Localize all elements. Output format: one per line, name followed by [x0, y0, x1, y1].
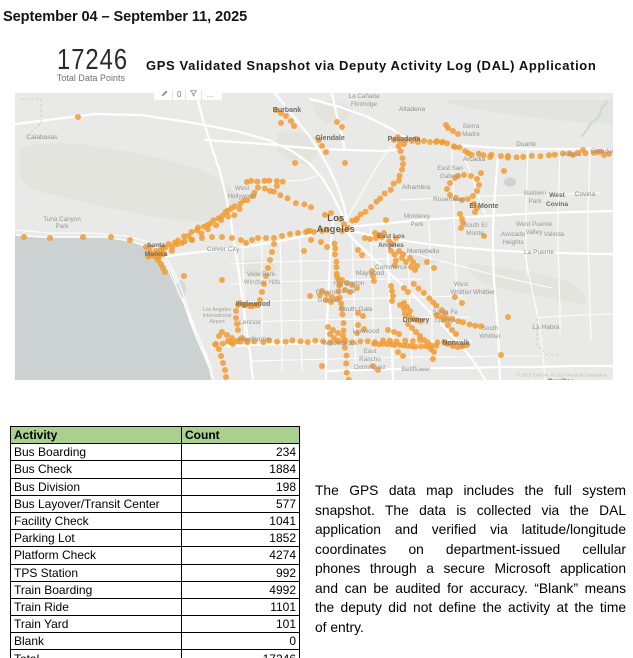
svg-text:Covina: Covina — [575, 191, 596, 198]
svg-text:West Puente: West Puente — [516, 221, 552, 228]
svg-text:Glendora: Glendora — [590, 148, 613, 155]
svg-text:Los Angeles: Los Angeles — [203, 307, 232, 313]
svg-text:International: International — [203, 313, 232, 319]
svg-text:Huntington: Huntington — [334, 280, 365, 287]
svg-text:La Habra: La Habra — [532, 324, 559, 331]
svg-text:Valley: Valley — [526, 229, 544, 236]
svg-text:Santa: Santa — [147, 242, 165, 249]
svg-text:South Gate: South Gate — [339, 306, 373, 313]
svg-text:Maywood: Maywood — [356, 270, 385, 277]
svg-text:Airport: Airport — [209, 319, 225, 325]
svg-text:Monica: Monica — [145, 251, 168, 258]
svg-text:Gabriel: Gabriel — [440, 173, 460, 180]
svg-text:East Los: East Los — [377, 233, 405, 240]
svg-text:Altadena: Altadena — [399, 106, 425, 113]
svg-text:Hawthorne: Hawthorne — [238, 336, 270, 343]
svg-text:Covina: Covina — [546, 201, 568, 208]
svg-text:East: East — [364, 348, 377, 355]
svg-text:Valinda: Valinda — [544, 231, 565, 238]
svg-text:Lynwood: Lynwood — [353, 328, 379, 335]
svg-text:Tuna Canyon: Tuna Canyon — [43, 216, 81, 223]
svg-text:West: West — [549, 192, 565, 199]
svg-text:Cerritos: Cerritos — [548, 379, 575, 381]
svg-text:Springs: Springs — [434, 317, 455, 324]
svg-text:Rosemead: Rosemead — [433, 196, 465, 203]
svg-text:El Monte: El Monte — [469, 203, 498, 210]
svg-text:Windsor Hills: Windsor Hills — [244, 279, 281, 286]
svg-text:Azusa: Azusa — [563, 151, 582, 158]
svg-text:Bellflower: Bellflower — [402, 366, 431, 373]
svg-text:Angeles: Angeles — [317, 224, 356, 234]
svg-text:Montebello: Montebello — [407, 248, 440, 255]
svg-text:Park: Park — [56, 223, 70, 230]
svg-text:Lennox: Lennox — [239, 319, 261, 326]
svg-text:Dominguez: Dominguez — [354, 364, 386, 371]
svg-text:Sierra: Sierra — [463, 123, 480, 130]
svg-text:Graham: Graham — [318, 297, 341, 304]
svg-text:Duarte: Duarte — [516, 141, 536, 148]
svg-text:Hollywood: Hollywood — [227, 193, 257, 200]
svg-text:Park: Park — [529, 198, 543, 205]
svg-text:La Puente: La Puente — [524, 249, 554, 256]
svg-text:Calabasas: Calabasas — [26, 134, 58, 141]
svg-text:Park: Park — [411, 221, 425, 228]
svg-text:Whittier: Whittier — [479, 333, 500, 340]
svg-text:Burbank: Burbank — [273, 107, 302, 114]
svg-text:Willowbrook: Willowbrook — [322, 340, 358, 347]
svg-text:Santa Fe: Santa Fe — [432, 309, 458, 316]
svg-text:South: South — [482, 325, 499, 332]
svg-text:Florence-: Florence- — [316, 289, 343, 296]
svg-text:Norwalk: Norwalk — [442, 340, 469, 347]
svg-text:Monterey: Monterey — [404, 213, 431, 220]
svg-text:Arcadia: Arcadia — [463, 156, 486, 163]
svg-text:Inglewood: Inglewood — [236, 301, 271, 308]
svg-text:Commerce: Commerce — [375, 264, 408, 271]
svg-text:Park: Park — [343, 288, 357, 295]
svg-text:Flintridge: Flintridge — [351, 101, 377, 108]
svg-text:West: West — [235, 185, 249, 192]
svg-text:Madre: Madre — [462, 131, 480, 138]
svg-text:Pasadena: Pasadena — [388, 136, 421, 143]
svg-text:Culver City: Culver City — [207, 246, 240, 253]
svg-text:Alhambra: Alhambra — [402, 184, 431, 191]
svg-text:View Park-: View Park- — [247, 271, 277, 278]
svg-text:Downey: Downey — [403, 317, 430, 324]
svg-text:© 2025 TomTom, © 2025 Microsof: © 2025 TomTom, © 2025 Microsoft Corporat… — [517, 373, 607, 378]
svg-text:Baldwin: Baldwin — [524, 190, 547, 197]
svg-text:East San: East San — [437, 165, 463, 172]
svg-text:West: West — [454, 281, 468, 288]
svg-text:Los: Los — [327, 213, 345, 223]
svg-text:Rancho: Rancho — [359, 356, 381, 363]
svg-text:Avocado: Avocado — [501, 231, 526, 238]
svg-text:Monte: Monte — [466, 230, 484, 237]
svg-text:Whittier: Whittier — [450, 289, 471, 296]
svg-text:South El: South El — [463, 222, 487, 229]
svg-text:Heights: Heights — [502, 239, 523, 246]
svg-text:Glendale: Glendale — [315, 135, 345, 142]
svg-text:Angeles: Angeles — [378, 242, 404, 249]
svg-text:La Cañada: La Cañada — [349, 93, 380, 100]
svg-text:Whittier: Whittier — [473, 289, 496, 296]
